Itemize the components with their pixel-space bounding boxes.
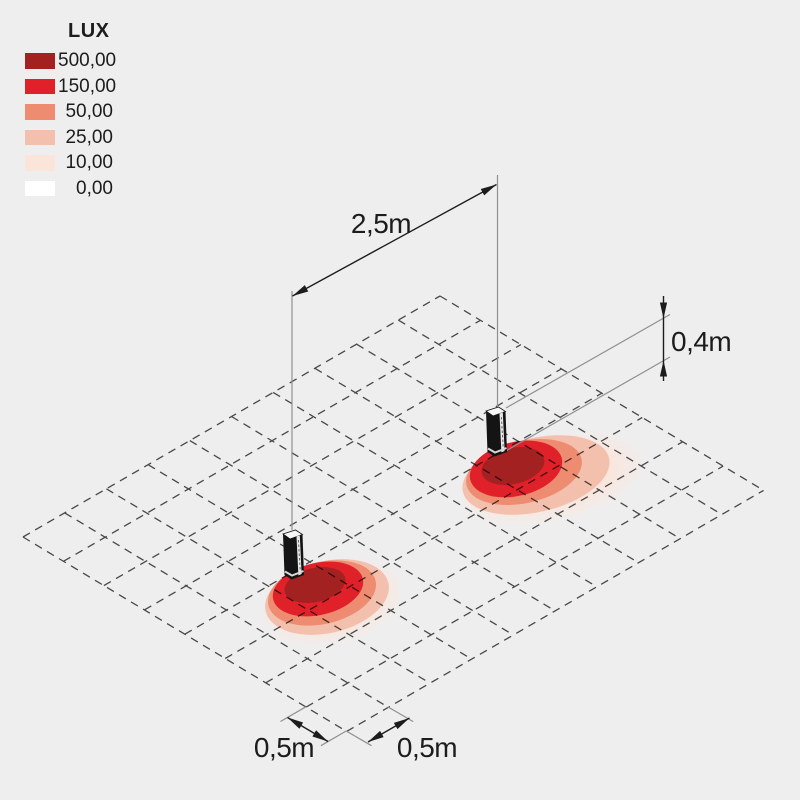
grid-line — [314, 367, 639, 564]
grid-line — [439, 295, 764, 491]
legend-rows: 500,00 150,00 50,00 25,00 10,00 0,00 — [25, 50, 117, 199]
reference-line — [505, 313, 671, 409]
legend-value: 150,00 — [58, 75, 117, 97]
legend-item: 500,00 — [25, 50, 117, 71]
reference-line — [320, 730, 347, 747]
legend-swatch — [25, 104, 55, 120]
legend-item: 0,00 — [25, 177, 113, 199]
grid-line — [22, 536, 347, 732]
dimension-arrowhead — [659, 302, 668, 319]
legend-swatch — [25, 53, 55, 69]
legend-item: 25,00 — [25, 126, 113, 148]
luminaire — [485, 406, 507, 457]
dimension-line — [292, 183, 497, 297]
grid-line — [272, 391, 598, 588]
grid-line — [189, 440, 514, 636]
dimension-arrowhead — [287, 717, 304, 729]
legend-swatch — [25, 78, 55, 94]
dimension-label-cell-right: 0,5m — [397, 732, 457, 763]
legend-value: 0,00 — [76, 177, 113, 199]
legend-swatch — [25, 155, 55, 171]
dimension-label-cell-left: 0,5m — [254, 732, 314, 763]
legend-item: 50,00 — [25, 101, 113, 122]
grid-line — [346, 489, 764, 732]
dimension-label-spacing: 2,5m — [351, 208, 411, 239]
luminaire-bottom-band — [487, 447, 507, 454]
legend-item: 10,00 — [25, 152, 113, 173]
grid-line — [231, 415, 556, 612]
luminaire-top-face — [485, 406, 507, 417]
dimension-arrowhead — [659, 360, 668, 377]
legend-value: 10,00 — [65, 152, 113, 173]
reference-lines — [280, 175, 671, 747]
dimension-arrowhead — [292, 285, 309, 296]
dimension-labels: 2,5m 0,4m 0,5m 0,5m — [254, 208, 732, 763]
grid-line — [103, 344, 522, 587]
reference-line — [387, 706, 414, 723]
luminaires — [282, 406, 507, 580]
legend-value: 500,00 — [58, 50, 117, 71]
grid-line — [64, 512, 389, 708]
legend-value: 50,00 — [65, 101, 113, 122]
luminaire-label-text-marks — [297, 539, 301, 571]
dimension-arrowhead — [368, 730, 384, 742]
luminaire-label-text-marks — [500, 416, 504, 448]
legend-title: LUX — [68, 20, 110, 42]
floor-grid — [22, 295, 764, 732]
grid-line — [356, 343, 681, 540]
legend-item: 150,00 — [25, 75, 117, 97]
luminaire-top-face — [282, 529, 304, 540]
legend-value: 25,00 — [65, 126, 113, 148]
legend-swatch — [25, 129, 55, 145]
grid-line — [147, 464, 473, 660]
reference-line — [503, 356, 671, 453]
lux-contour-500,00 — [481, 447, 545, 485]
dimension-arrowhead — [480, 184, 497, 196]
lux-legend: LUX 500,00 150,00 50,00 25,00 10,00 0,00 — [25, 20, 117, 206]
heatmap-group — [260, 557, 406, 647]
dimension-arrowhead — [393, 718, 410, 730]
luminaire — [282, 529, 304, 580]
grid-line — [397, 319, 723, 516]
grid-line — [224, 416, 643, 660]
grid-line — [106, 488, 431, 684]
reference-line — [280, 706, 307, 723]
dimension-label-length: 0,4m — [671, 326, 731, 357]
reference-line — [345, 730, 372, 747]
dimension-lines — [287, 183, 668, 743]
luminaire-bottom-band — [284, 570, 304, 577]
grid-line — [305, 465, 724, 708]
legend-swatch — [25, 180, 55, 196]
dimension-arrowhead — [312, 730, 328, 742]
